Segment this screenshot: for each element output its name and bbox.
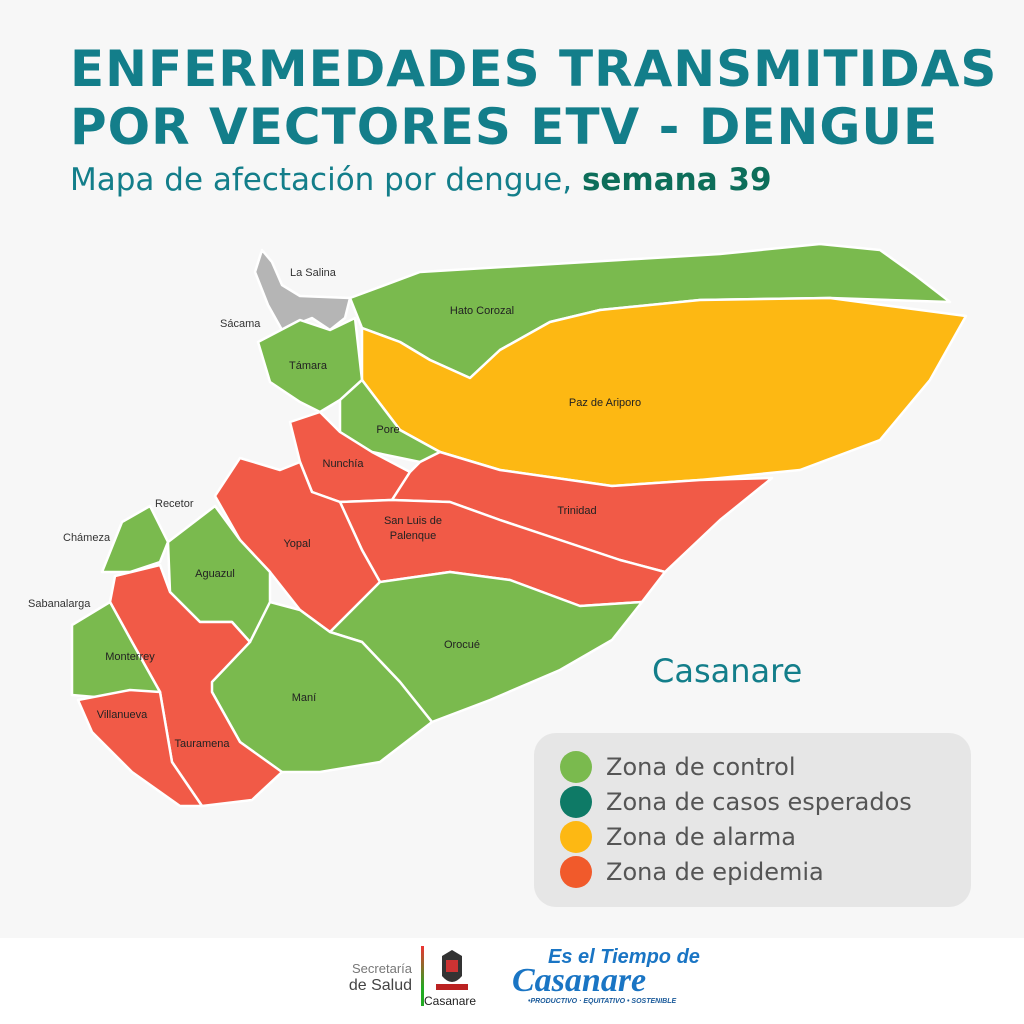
casanare-map: La Salina Sácama Hato Corozal Paz de Aripor… [28, 242, 968, 808]
label-san-luis-de-line2: Palenque [390, 530, 437, 542]
slogan-top: Es el Tiempo de [548, 946, 700, 968]
legend: Zona de control Zona de casos esperados … [534, 733, 971, 907]
divider [421, 946, 424, 1006]
label-pore: Pore [376, 424, 399, 436]
legend-label: Zona de casos esperados [606, 788, 912, 816]
label-monterrey: Monterrey [105, 651, 155, 663]
legend-item-control: Zona de control [560, 751, 796, 783]
page-title: ENFERMEDADES TRANSMITIDAS POR VECTORES ET… [70, 40, 997, 156]
region-la-salina [253, 248, 352, 332]
legend-item-epidemia: Zona de epidemia [560, 856, 824, 888]
footer: Secretaría de Salud Casanare Es el Tiempo… [0, 938, 1024, 1024]
label-chameza: Chámeza [63, 532, 111, 544]
label-tauramena: Tauramena [174, 738, 230, 750]
legend-dot [560, 786, 592, 818]
coat-of-arms-icon [436, 950, 468, 990]
label-mani: Maní [292, 692, 316, 704]
label-recetor: Recetor [155, 498, 194, 510]
department-label: Casanare [652, 652, 803, 690]
label-paz-de-ariporo: Paz de Ariporo [569, 397, 641, 409]
label-la-salina: La Salina [290, 267, 337, 279]
secretaria-text: Secretaría [352, 961, 412, 976]
legend-item-esperados: Zona de casos esperados [560, 786, 912, 818]
subtitle-week: semana 39 [581, 162, 772, 198]
label-aguazul: Aguazul [195, 568, 235, 580]
legend-dot [560, 821, 592, 853]
label-sabanalarga: Sabanalarga [28, 598, 91, 610]
gobernacion-label: Casanare [424, 994, 477, 1008]
label-orocue: Orocué [444, 639, 480, 651]
region-chameza [100, 504, 170, 574]
label-yopal: Yopal [283, 538, 310, 550]
legend-label: Zona de epidemia [606, 858, 824, 886]
label-nunchia: Nunchía [323, 458, 365, 470]
legend-item-alarma: Zona de alarma [560, 821, 796, 853]
label-san-luis-de: San Luis de [384, 515, 442, 527]
secretaria-salud-logo: Secretaría de Salud [340, 960, 412, 994]
label-sacama: Sácama [220, 318, 261, 330]
label-villanueva: Villanueva [97, 709, 148, 721]
salud-text: de Salud [348, 977, 412, 994]
subtitle-text: Mapa de afectación por dengue, [70, 162, 582, 198]
slogan-main: Casanare [512, 962, 647, 999]
title-line-2: POR VECTORES ETV - DENGUE [70, 98, 939, 156]
label-trinidad: Trinidad [557, 505, 596, 517]
subtitle: Mapa de afectación por dengue, semana 39 [70, 162, 772, 198]
label-tamara: Támara [289, 360, 328, 372]
legend-label: Zona de alarma [606, 823, 796, 851]
legend-dot [560, 751, 592, 783]
legend-dot [560, 856, 592, 888]
label-hato-corozal: Hato Corozal [450, 305, 514, 317]
legend-label: Zona de control [606, 753, 796, 781]
region-villanueva [76, 688, 204, 808]
slogan-tag: •PRODUCTIVO · EQUITATIVO • SOSTENIBLE [528, 998, 677, 1005]
title-line-1: ENFERMEDADES TRANSMITIDAS [70, 40, 998, 98]
